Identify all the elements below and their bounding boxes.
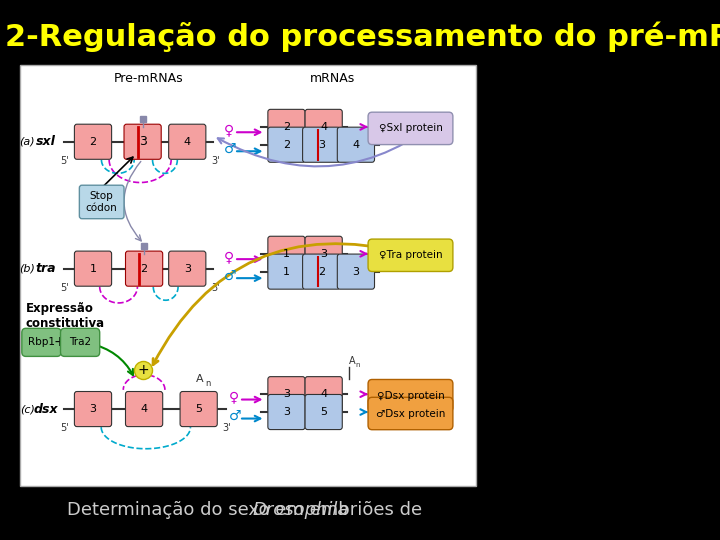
Text: dsx: dsx — [34, 402, 58, 416]
Text: 5: 5 — [320, 407, 327, 417]
Text: ♀Dsx protein: ♀Dsx protein — [377, 390, 444, 401]
Text: 4: 4 — [352, 140, 359, 150]
FancyBboxPatch shape — [368, 112, 453, 145]
FancyBboxPatch shape — [368, 397, 453, 430]
Text: tra: tra — [36, 262, 56, 275]
Text: mRNAs: mRNAs — [310, 72, 355, 85]
Text: ♀Sxl protein: ♀Sxl protein — [379, 123, 442, 133]
FancyBboxPatch shape — [60, 328, 99, 356]
Text: 3: 3 — [352, 267, 359, 276]
Text: 2: 2 — [318, 267, 325, 276]
Text: 4: 4 — [320, 389, 327, 399]
Text: ♀: ♀ — [229, 390, 239, 404]
FancyBboxPatch shape — [74, 251, 112, 286]
Text: ♂: ♂ — [224, 269, 237, 283]
FancyBboxPatch shape — [22, 328, 61, 356]
Text: Stop
códon: Stop códon — [86, 191, 117, 213]
Text: 3: 3 — [318, 140, 325, 150]
Text: 3: 3 — [320, 249, 327, 259]
Text: 3: 3 — [89, 404, 96, 414]
Text: Pre-mRNAs: Pre-mRNAs — [114, 72, 184, 85]
Text: 2: 2 — [140, 264, 148, 274]
Text: Determinação do sexo em embriões de: Determinação do sexo em embriões de — [67, 501, 428, 519]
Text: +: + — [137, 363, 148, 377]
Text: 3: 3 — [283, 389, 290, 399]
Text: ♂: ♂ — [229, 409, 242, 423]
Text: 1: 1 — [89, 264, 96, 274]
FancyBboxPatch shape — [305, 110, 342, 145]
Text: 4: 4 — [140, 404, 148, 414]
Text: ♀Tra protein: ♀Tra protein — [379, 250, 442, 260]
FancyBboxPatch shape — [302, 254, 340, 289]
FancyBboxPatch shape — [268, 110, 305, 145]
Text: 3: 3 — [184, 264, 191, 274]
Text: Rbp1: Rbp1 — [28, 338, 55, 347]
Text: 3: 3 — [283, 407, 290, 417]
Text: 3': 3' — [211, 283, 220, 293]
Text: 5': 5' — [60, 156, 69, 166]
FancyBboxPatch shape — [268, 127, 305, 162]
Text: ♀: ♀ — [224, 250, 234, 264]
FancyBboxPatch shape — [302, 127, 340, 162]
Text: 4: 4 — [184, 137, 191, 147]
Text: 1: 1 — [283, 249, 290, 259]
Text: 4: 4 — [320, 122, 327, 132]
Text: 5: 5 — [195, 404, 202, 414]
Text: 1: 1 — [283, 267, 290, 276]
Text: n: n — [205, 379, 210, 388]
Text: 5': 5' — [60, 423, 69, 434]
FancyBboxPatch shape — [20, 65, 476, 486]
Text: (b): (b) — [19, 264, 35, 274]
Text: A: A — [348, 356, 356, 366]
FancyBboxPatch shape — [268, 377, 305, 411]
Text: 2: 2 — [89, 137, 96, 147]
Text: 3': 3' — [222, 423, 231, 434]
FancyBboxPatch shape — [305, 394, 342, 430]
Text: 2-Regulação do processamento do pré-mRNA: 2-Regulação do processamento do pré-mRNA — [5, 22, 720, 52]
Text: Drosophila: Drosophila — [253, 501, 349, 519]
FancyBboxPatch shape — [74, 124, 112, 159]
FancyBboxPatch shape — [368, 380, 453, 412]
Text: +: + — [54, 335, 66, 349]
FancyBboxPatch shape — [79, 185, 124, 219]
FancyBboxPatch shape — [125, 251, 163, 286]
FancyBboxPatch shape — [305, 377, 342, 411]
Text: (a): (a) — [19, 137, 35, 147]
FancyBboxPatch shape — [368, 239, 453, 272]
Text: n: n — [356, 362, 360, 368]
Text: 2: 2 — [283, 122, 290, 132]
FancyBboxPatch shape — [180, 392, 217, 427]
Text: 3': 3' — [211, 156, 220, 166]
Text: 5': 5' — [60, 283, 69, 293]
FancyBboxPatch shape — [305, 237, 342, 271]
Text: Expressão
constitutiva: Expressão constitutiva — [26, 302, 105, 330]
FancyBboxPatch shape — [268, 394, 305, 430]
Text: sxl: sxl — [36, 135, 56, 148]
FancyBboxPatch shape — [168, 251, 206, 286]
Text: ♂Dsx protein: ♂Dsx protein — [376, 408, 445, 418]
Text: Tra2: Tra2 — [69, 338, 91, 347]
FancyBboxPatch shape — [337, 127, 374, 162]
Text: ♂: ♂ — [224, 142, 237, 156]
Text: 2: 2 — [283, 140, 290, 150]
FancyBboxPatch shape — [268, 237, 305, 271]
FancyBboxPatch shape — [337, 254, 374, 289]
FancyBboxPatch shape — [125, 392, 163, 427]
Text: ♀: ♀ — [224, 123, 234, 137]
Text: A: A — [196, 374, 204, 384]
FancyBboxPatch shape — [74, 392, 112, 427]
FancyBboxPatch shape — [268, 254, 305, 289]
Text: 3: 3 — [139, 135, 147, 148]
Text: (c): (c) — [20, 404, 35, 414]
FancyBboxPatch shape — [168, 124, 206, 159]
FancyBboxPatch shape — [124, 124, 161, 159]
